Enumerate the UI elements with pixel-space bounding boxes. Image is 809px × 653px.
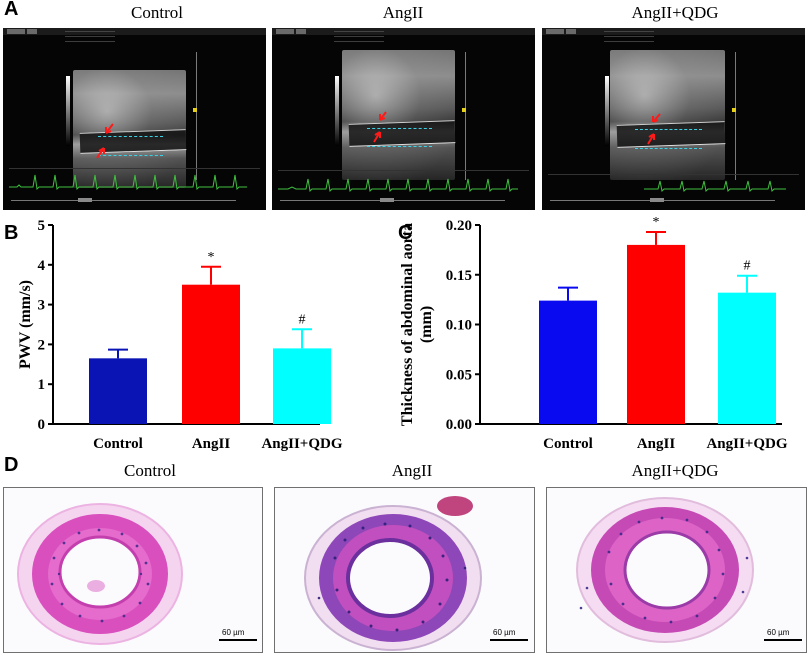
bar-angii — [627, 244, 685, 424]
y-tick-label: 4 — [38, 258, 46, 274]
red-arrows — [647, 113, 661, 145]
y-tick-label: 3 — [38, 298, 46, 314]
scale-bar — [764, 639, 802, 641]
panel-a-title-control: Control — [131, 3, 183, 22]
x-tick-label: AngII — [192, 436, 231, 452]
ultrasound-info-text — [65, 31, 115, 45]
grayscale-bar — [605, 76, 609, 146]
he-histology-angii-qdg: 60 µm — [546, 487, 807, 653]
y-tick-label: 1 — [38, 377, 46, 393]
significance-marker: # — [299, 312, 306, 327]
panel-a-title-angii: AngII — [382, 3, 424, 22]
scale-label: 60 µm — [222, 628, 245, 637]
x-tick-label: AngII — [637, 436, 676, 452]
bar-control — [539, 300, 597, 424]
thickness-bar-chart: 0.00 0.05 0.10 0.15 0.20 Thickness of abdomin… — [399, 215, 788, 452]
red-arrows — [96, 123, 114, 159]
y-axis-label: PWV (mm/s) — [17, 280, 34, 369]
he-histology-angii: 60 µm — [274, 487, 535, 653]
y-tick-label: 0.05 — [446, 367, 472, 383]
scale-label: 60 µm — [767, 628, 790, 637]
ultrasound-image-control — [3, 28, 266, 210]
y-tick-label: 0.10 — [446, 318, 472, 334]
grayscale-bar — [66, 76, 70, 146]
panel-b-letter: B — [4, 222, 19, 244]
y-tick-label: 2 — [38, 337, 46, 353]
significance-marker: * — [653, 215, 660, 230]
panel-c-letter: C — [398, 222, 413, 244]
ultrasound-scan — [342, 50, 456, 180]
panel-d-title-control: Control — [124, 461, 176, 480]
ultrasound-toolbar — [3, 28, 266, 35]
ultrasound-info-text — [334, 31, 384, 45]
red-arrows — [373, 111, 387, 143]
ultrasound-scan — [610, 50, 726, 180]
significance-marker: * — [208, 250, 215, 265]
bar-angii-qdg — [273, 348, 331, 424]
x-tick-label: Control — [543, 436, 593, 452]
panel-d-letter: D — [4, 454, 19, 476]
he-histology-control: 60 µm — [3, 487, 263, 653]
panel-a-title-angii-qdg: AngII+QDG — [631, 3, 719, 22]
y-tick-label: 0 — [38, 417, 46, 433]
ultrasound-toolbar — [272, 28, 535, 35]
x-tick-label: AngII+QDG — [706, 436, 787, 452]
scale-label: 60 µm — [493, 628, 516, 637]
ultrasound-toolbar — [542, 28, 805, 35]
ecg-trace — [278, 170, 529, 197]
panel-d-title-angii-qdg: AngII+QDG — [631, 461, 719, 480]
ultrasound-info-text — [604, 31, 654, 45]
y-tick-label: 0.15 — [446, 268, 472, 284]
ecg-trace — [548, 174, 799, 201]
panel-a-letter: A — [4, 0, 19, 20]
x-tick-label: AngII+QDG — [261, 436, 342, 452]
y-tick-label: 5 — [38, 218, 46, 234]
x-tick-label: Control — [93, 436, 143, 452]
y-tick-label: 0.00 — [446, 417, 472, 433]
bar-control — [89, 358, 147, 424]
bar-angii-qdg — [718, 292, 776, 424]
y-axis-label: (mm) — [418, 306, 435, 343]
ultrasound-image-angii — [272, 28, 535, 210]
y-axis-label: Thickness of abdominal aorta — [399, 223, 416, 426]
significance-marker: # — [744, 259, 751, 274]
grayscale-bar — [335, 76, 339, 146]
scale-bar — [219, 639, 257, 641]
ecg-trace — [9, 168, 260, 195]
ultrasound-image-angii-qdg — [542, 28, 805, 210]
pwv-bar-chart: 0 1 2 3 4 5 PWV (mm/s) Control * AngII # AngII+QDG — [17, 218, 343, 452]
scale-bar — [490, 639, 528, 641]
y-tick-label: 0.20 — [446, 218, 472, 234]
panel-d-title-angii: AngII — [391, 461, 433, 480]
bar-angii — [182, 284, 240, 424]
